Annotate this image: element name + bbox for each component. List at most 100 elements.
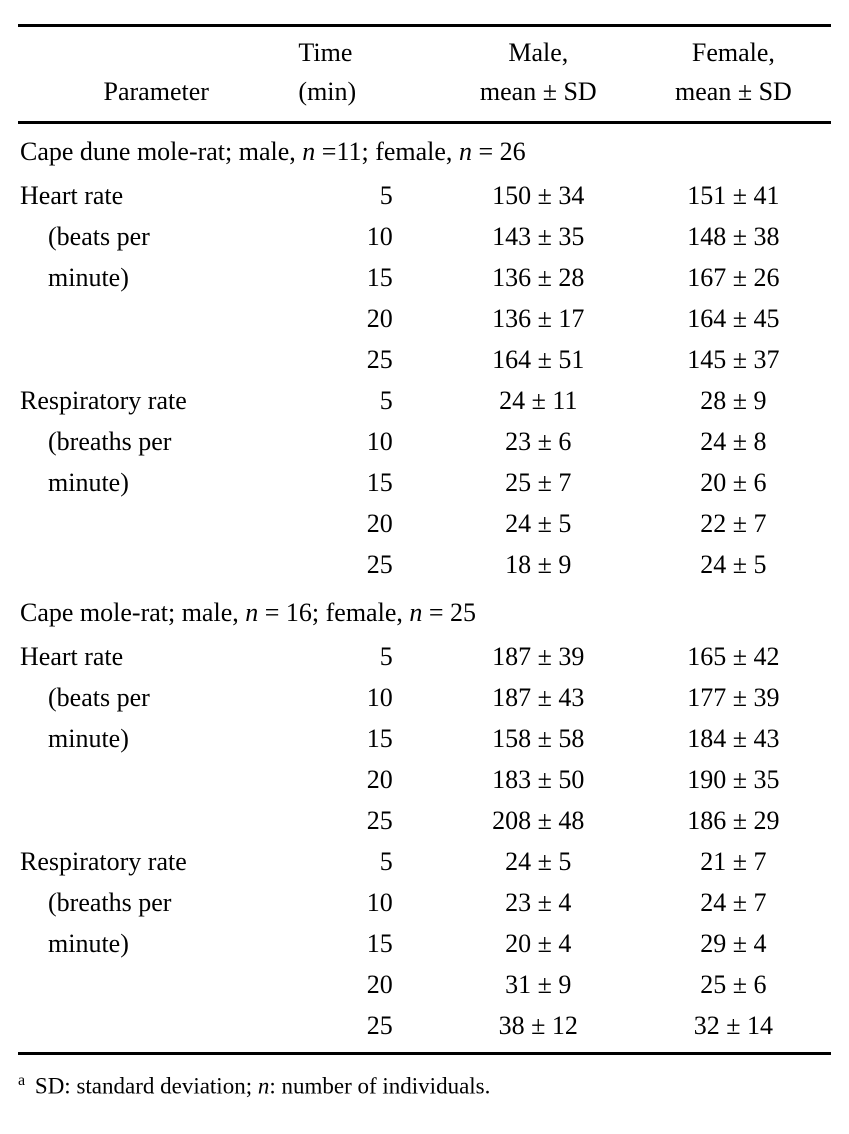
section-row: Cape mole-rat; male, n = 16; female, n =… bbox=[18, 585, 831, 636]
parameter-cell: Respiratory rate bbox=[18, 841, 294, 882]
footnote-n: n bbox=[258, 1074, 270, 1099]
footnote-text-post: : number of individuals. bbox=[269, 1074, 490, 1099]
female-cell: 165 ± 42 bbox=[636, 636, 831, 677]
header-parameter: Parameter bbox=[18, 26, 294, 123]
male-cell: 18 ± 9 bbox=[441, 544, 636, 585]
female-cell: 28 ± 9 bbox=[636, 380, 831, 421]
table-row: 20136 ± 17164 ± 45 bbox=[18, 298, 831, 339]
time-cell: 15 bbox=[294, 718, 440, 759]
female-cell: 25 ± 6 bbox=[636, 964, 831, 1005]
parameter-cell bbox=[18, 298, 294, 339]
female-cell: 167 ± 26 bbox=[636, 257, 831, 298]
header-female: Female, mean ± SD bbox=[636, 26, 831, 123]
header-time-l1: Time bbox=[298, 38, 352, 67]
header-male: Male, mean ± SD bbox=[441, 26, 636, 123]
parameter-cell bbox=[18, 759, 294, 800]
section-title: Cape dune mole-rat; male, n =11; female,… bbox=[18, 123, 831, 176]
male-cell: 208 ± 48 bbox=[441, 800, 636, 841]
parameter-cell: (breaths per bbox=[18, 882, 294, 923]
table-body: Cape dune mole-rat; male, n =11; female,… bbox=[18, 123, 831, 1047]
header-male-l1: Male, bbox=[508, 38, 568, 67]
female-cell: 24 ± 7 bbox=[636, 882, 831, 923]
parameter-cell bbox=[18, 544, 294, 585]
header-time-l2: (min) bbox=[298, 77, 356, 106]
parameter-cell: Heart rate bbox=[18, 175, 294, 216]
section-row: Cape dune mole-rat; male, n =11; female,… bbox=[18, 123, 831, 176]
parameter-cell: minute) bbox=[18, 923, 294, 964]
header-female-l2: mean ± SD bbox=[675, 77, 792, 106]
parameter-cell: (beats per bbox=[18, 677, 294, 718]
female-cell: 24 ± 8 bbox=[636, 421, 831, 462]
male-cell: 187 ± 39 bbox=[441, 636, 636, 677]
male-cell: 24 ± 11 bbox=[441, 380, 636, 421]
time-cell: 25 bbox=[294, 1005, 440, 1046]
parameter-cell: minute) bbox=[18, 462, 294, 503]
male-cell: 23 ± 6 bbox=[441, 421, 636, 462]
time-cell: 10 bbox=[294, 421, 440, 462]
time-cell: 15 bbox=[294, 923, 440, 964]
table-row: 25164 ± 51145 ± 37 bbox=[18, 339, 831, 380]
parameter-cell bbox=[18, 800, 294, 841]
table-row: Respiratory rate524 ± 521 ± 7 bbox=[18, 841, 831, 882]
time-cell: 5 bbox=[294, 841, 440, 882]
female-cell: 20 ± 6 bbox=[636, 462, 831, 503]
time-cell: 25 bbox=[294, 544, 440, 585]
table-row: minute)15158 ± 58184 ± 43 bbox=[18, 718, 831, 759]
data-table: Parameter Time (min) Male, mean ± SD Fem… bbox=[18, 24, 831, 1046]
footnote-text-pre: SD: standard deviation; bbox=[35, 1074, 258, 1099]
female-cell: 145 ± 37 bbox=[636, 339, 831, 380]
parameter-cell bbox=[18, 964, 294, 1005]
female-cell: 148 ± 38 bbox=[636, 216, 831, 257]
male-cell: 31 ± 9 bbox=[441, 964, 636, 1005]
female-cell: 32 ± 14 bbox=[636, 1005, 831, 1046]
male-cell: 24 ± 5 bbox=[441, 841, 636, 882]
table-row: (breaths per1023 ± 424 ± 7 bbox=[18, 882, 831, 923]
time-cell: 25 bbox=[294, 339, 440, 380]
time-cell: 10 bbox=[294, 882, 440, 923]
male-cell: 150 ± 34 bbox=[441, 175, 636, 216]
parameter-cell: minute) bbox=[18, 257, 294, 298]
table-row: minute)1525 ± 720 ± 6 bbox=[18, 462, 831, 503]
table-row: (beats per10143 ± 35148 ± 38 bbox=[18, 216, 831, 257]
time-cell: 20 bbox=[294, 759, 440, 800]
female-cell: 24 ± 5 bbox=[636, 544, 831, 585]
time-cell: 25 bbox=[294, 800, 440, 841]
footnote: a SD: standard deviation; n: number of i… bbox=[18, 1052, 831, 1104]
male-cell: 187 ± 43 bbox=[441, 677, 636, 718]
parameter-cell: Heart rate bbox=[18, 636, 294, 677]
parameter-cell bbox=[18, 503, 294, 544]
table-row: 2031 ± 925 ± 6 bbox=[18, 964, 831, 1005]
time-cell: 20 bbox=[294, 298, 440, 339]
female-cell: 186 ± 29 bbox=[636, 800, 831, 841]
table-row: Respiratory rate524 ± 1128 ± 9 bbox=[18, 380, 831, 421]
parameter-cell: Respiratory rate bbox=[18, 380, 294, 421]
table-row: (breaths per1023 ± 624 ± 8 bbox=[18, 421, 831, 462]
table-row: Heart rate5150 ± 34151 ± 41 bbox=[18, 175, 831, 216]
parameter-cell: (breaths per bbox=[18, 421, 294, 462]
male-cell: 20 ± 4 bbox=[441, 923, 636, 964]
male-cell: 25 ± 7 bbox=[441, 462, 636, 503]
parameter-cell bbox=[18, 339, 294, 380]
female-cell: 190 ± 35 bbox=[636, 759, 831, 800]
time-cell: 10 bbox=[294, 677, 440, 718]
male-cell: 164 ± 51 bbox=[441, 339, 636, 380]
footnote-marker: a bbox=[18, 1072, 25, 1089]
time-cell: 5 bbox=[294, 175, 440, 216]
time-cell: 15 bbox=[294, 462, 440, 503]
table-row: 20183 ± 50190 ± 35 bbox=[18, 759, 831, 800]
female-cell: 184 ± 43 bbox=[636, 718, 831, 759]
table-row: minute)15136 ± 28167 ± 26 bbox=[18, 257, 831, 298]
table-row: 2538 ± 1232 ± 14 bbox=[18, 1005, 831, 1046]
time-cell: 20 bbox=[294, 503, 440, 544]
header-parameter-text: Parameter bbox=[104, 77, 209, 106]
female-cell: 151 ± 41 bbox=[636, 175, 831, 216]
table-row: 25208 ± 48186 ± 29 bbox=[18, 800, 831, 841]
female-cell: 29 ± 4 bbox=[636, 923, 831, 964]
male-cell: 38 ± 12 bbox=[441, 1005, 636, 1046]
parameter-cell: (beats per bbox=[18, 216, 294, 257]
male-cell: 136 ± 28 bbox=[441, 257, 636, 298]
time-cell: 20 bbox=[294, 964, 440, 1005]
time-cell: 15 bbox=[294, 257, 440, 298]
male-cell: 158 ± 58 bbox=[441, 718, 636, 759]
female-cell: 164 ± 45 bbox=[636, 298, 831, 339]
